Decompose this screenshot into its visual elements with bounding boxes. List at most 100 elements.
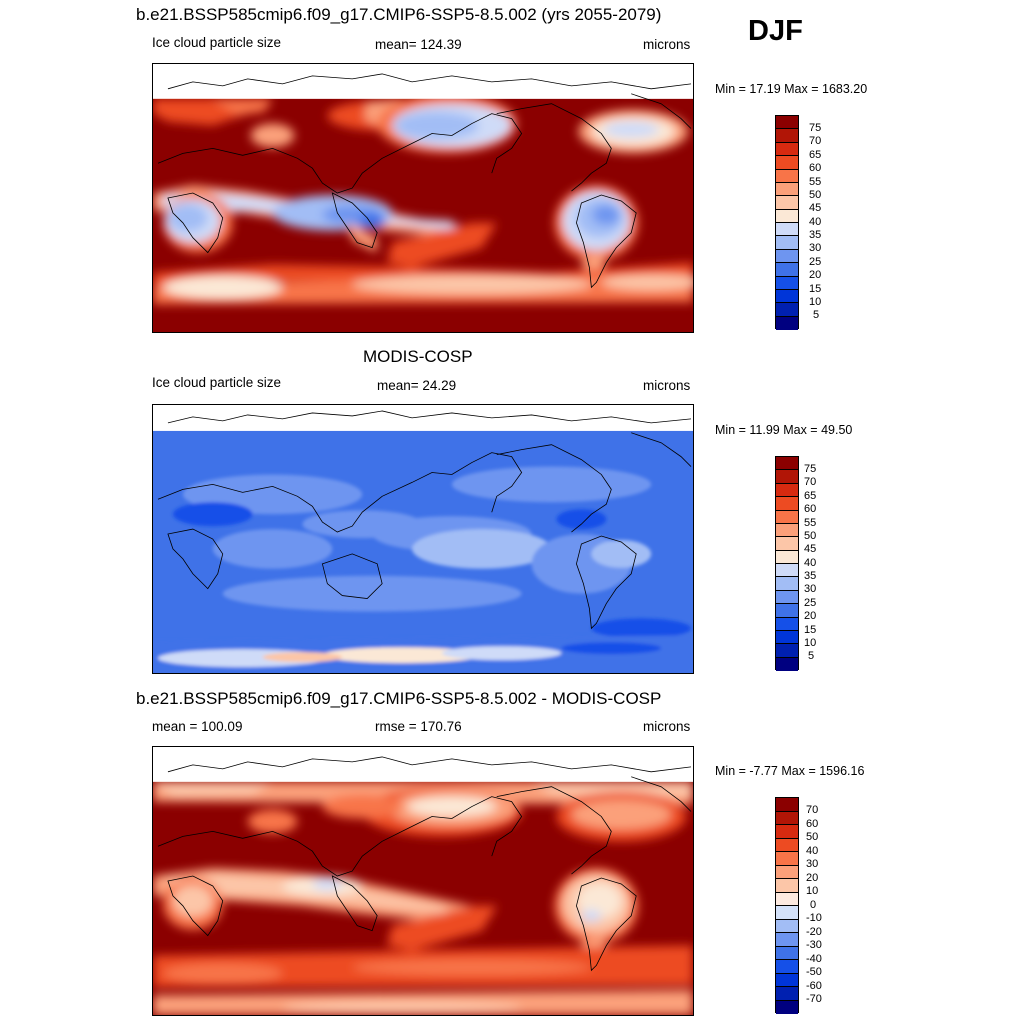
panel3-map [152,746,694,1016]
panel3-color-swatch [776,892,798,906]
panel1-color-swatch [776,196,798,210]
panel1-color-swatch [776,156,798,170]
panel2-tick: 70 [804,476,817,488]
panel1-color-swatch [776,236,798,250]
panel3-mean: mean = 100.09 [152,719,243,734]
panel3-color-swatch [776,919,798,933]
panel3-color-swatch [776,933,798,947]
panel1-color-swatch [776,116,798,130]
panel1-color-swatch [776,303,798,317]
panel3-color-swatch [776,960,798,974]
panel2-tick: 65 [804,490,817,502]
panel2-color-swatch [776,630,798,645]
panel3-color-swatch [776,811,798,825]
panel2-tick: 35 [804,570,817,582]
panel2-tick: 25 [804,597,817,609]
panel1-color-swatch [776,142,798,157]
panel1-mean: mean= 124.39 [375,37,462,52]
panel3-tick: -30 [806,939,822,951]
panel3-tick: -70 [806,993,822,1005]
panel3-color-swatch [776,825,798,839]
panel3-tick: 20 [806,872,819,884]
panel3-tick: 50 [806,831,819,843]
panel2-tick: 40 [804,557,817,569]
panel3-tick: 40 [806,845,819,857]
panel1-tick: 10 [809,296,822,308]
panel1-color-swatch [776,129,798,143]
panel1-color-swatch [776,289,798,304]
panel1-color-swatch [776,223,798,237]
panel2-color-swatch [776,470,798,484]
panel2-units: microns [643,378,691,393]
panel2-title: MODIS-COSP [363,347,473,366]
panel1-tick: 60 [809,162,822,174]
panel1-tick: 40 [809,216,822,228]
panel1-units: microns [643,37,691,52]
panel2-color-swatch [776,537,798,551]
panel1-color-swatch [776,263,798,277]
panel3-tick: 30 [806,858,819,870]
panel3-coastlines [157,756,692,972]
panel2-tick: 60 [804,503,817,515]
panel3-color-swatch [776,879,798,893]
panel1-map [152,63,694,333]
panel3-title: b.e21.BSSP585cmip6.f09_g17.CMIP6-SSP5-8.… [136,689,662,708]
panel2-colorbar [775,456,799,671]
panel1-color-swatch [776,249,798,264]
panel2-tick: 55 [804,517,817,529]
panel2-tick: 10 [804,637,817,649]
panel2-color-swatch [776,457,798,471]
panel1-coastlines [157,73,692,289]
panel1-tick: 45 [809,202,822,214]
panel3-units: microns [643,719,691,734]
panel3-color-swatch [776,798,798,812]
panel3-color-swatch [776,906,798,920]
panel1-tick: 25 [809,256,822,268]
panel1-color-swatch [776,276,798,290]
panel3-tick: -60 [806,980,822,992]
panel1-tick: 35 [809,229,822,241]
panel2-color-swatch [776,564,798,578]
panel1-tick: 50 [809,189,822,201]
panel1-map-svg [153,64,693,332]
panel3-tick: -20 [806,926,822,938]
panel2-variable-label: Ice cloud particle size [152,375,282,390]
panel3-color-swatch [776,852,798,866]
panel3-color-swatch [776,946,798,960]
panel3-tick: -40 [806,953,822,965]
panel2-color-swatch [776,550,798,564]
panel2-tick: 15 [804,624,817,636]
panel3-color-swatch [776,987,798,1001]
panel3-map-svg [153,747,693,1015]
panel2-color-swatch [776,617,798,631]
panel1-tick: 65 [809,149,822,161]
panel1-minmax: Min = 17.19 Max = 1683.20 [715,82,868,96]
panel3-colorbar [775,797,799,1014]
panel2-color-swatch [776,510,798,524]
panel1-colorbar [775,115,799,330]
panel1-tick: 5 [813,309,820,321]
panel1-tick: 70 [809,135,822,147]
panel2-map-svg [153,405,693,673]
panel1-title: b.e21.BSSP585cmip6.f09_g17.CMIP6-SSP5-8.… [136,5,662,24]
season-label: DJF [748,15,803,47]
panel1-tick: 30 [809,242,822,254]
panel2-color-swatch [776,497,798,511]
panel3-color-swatch [776,973,798,987]
panel1-color-swatch [776,209,798,223]
panel3-color-swatch [776,865,798,879]
panel2-color-swatch [776,523,798,538]
panel2-tick: 20 [804,610,817,622]
panel3-tick: 60 [806,818,819,830]
panel2-color-swatch [776,590,798,605]
panel1-tick: 20 [809,269,822,281]
panel1-color-swatch [776,316,798,330]
panel1-tick: 75 [809,122,822,134]
panel3-tick: -10 [806,912,822,924]
panel2-tick: 5 [808,650,815,662]
panel3-color-swatch [776,838,798,852]
panel2-tick: 75 [804,463,817,475]
panel3-tick: 0 [810,899,817,911]
panel2-tick: 45 [804,543,817,555]
panel2-minmax: Min = 11.99 Max = 49.50 [715,423,853,437]
